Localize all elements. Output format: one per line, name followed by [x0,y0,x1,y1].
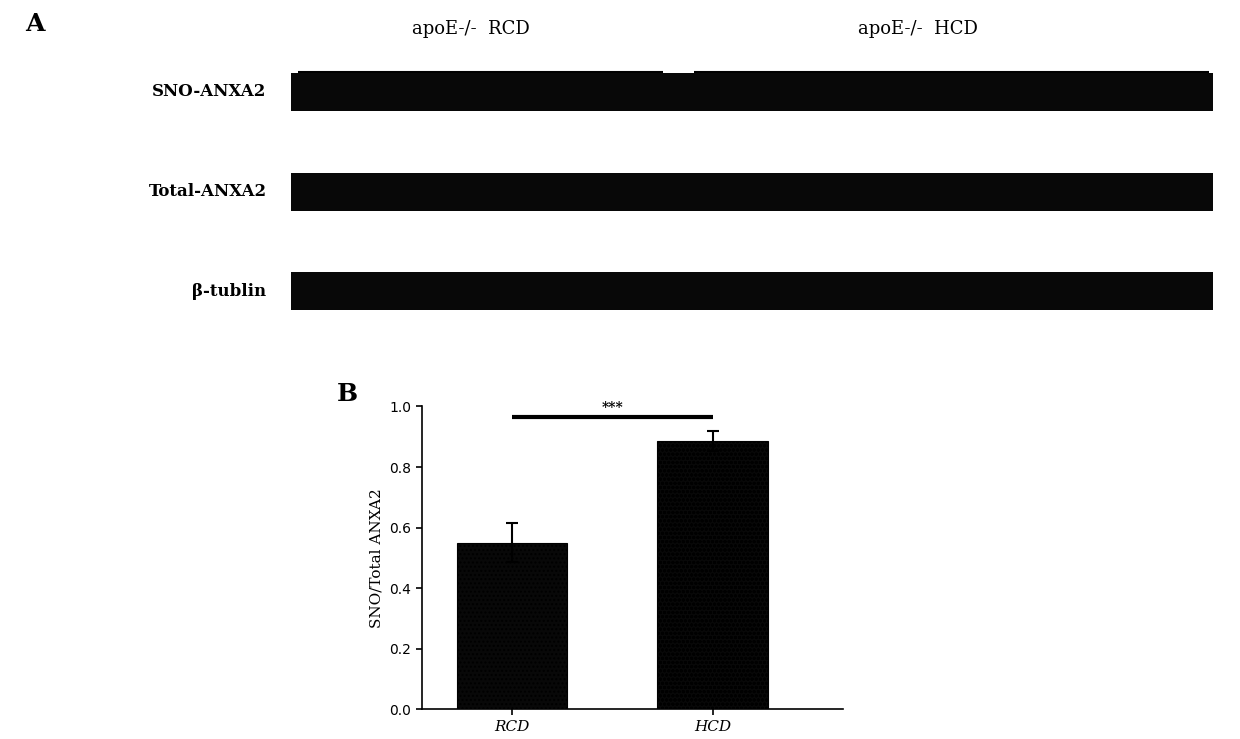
Text: apoE-/-  HCD: apoE-/- HCD [858,20,977,38]
Text: A: A [25,12,45,36]
Bar [657,441,768,709]
Bar [291,273,1213,310]
Text: apoE-/-  RCD: apoE-/- RCD [413,20,529,38]
Y-axis label: SNO/Total ANXA2: SNO/Total ANXA2 [370,488,383,628]
Text: ***: *** [601,401,624,415]
Text: B: B [337,382,358,406]
Bar [456,542,567,709]
Text: SNO-ANXA2: SNO-ANXA2 [153,84,267,101]
Bar [291,173,1213,211]
Bar [291,73,1213,111]
Text: Total-ANXA2: Total-ANXA2 [149,183,267,200]
Text: β-tublin: β-tublin [192,283,267,300]
